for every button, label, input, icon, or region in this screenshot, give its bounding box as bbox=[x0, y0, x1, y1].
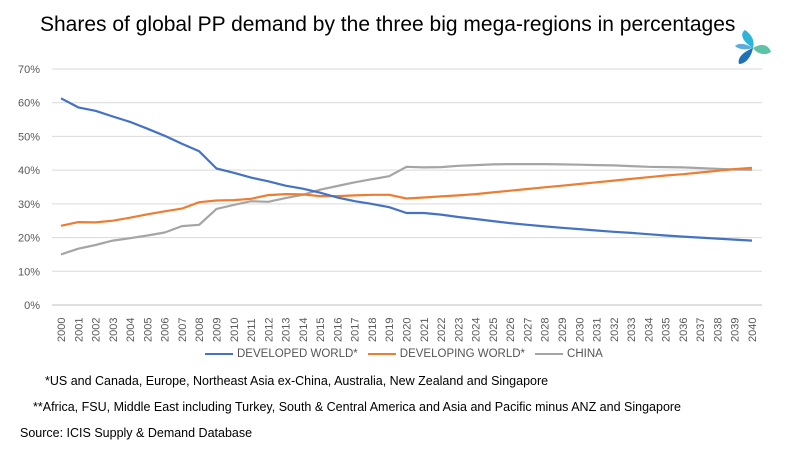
footnote-developing: **Africa, FSU, Middle East including Tur… bbox=[33, 400, 682, 414]
legend-swatch-china bbox=[535, 353, 564, 355]
x-tick-label: 2018 bbox=[367, 318, 379, 342]
x-tick-label: 2011 bbox=[246, 318, 258, 342]
grid-lines bbox=[52, 68, 762, 306]
source-note: Source: ICIS Supply & Demand Database bbox=[20, 426, 253, 440]
x-tick-label: 2001 bbox=[73, 318, 85, 342]
x-tick-label: 2016 bbox=[332, 318, 344, 342]
x-tick-label: 2007 bbox=[177, 318, 189, 342]
x-tick-label: 2010 bbox=[229, 318, 241, 342]
legend-swatch-developed bbox=[205, 353, 233, 355]
y-tick-label: 20% bbox=[18, 233, 40, 245]
series-line-developed-world bbox=[60, 97, 753, 242]
y-axis-ticks: 0% 10% 20% 30% 40% 50% 60% 70% bbox=[18, 64, 40, 312]
x-tick-label: 2026 bbox=[505, 318, 517, 342]
legend-label-developed: DEVELOPED WORLD* bbox=[237, 348, 358, 360]
legend: DEVELOPED WORLD* DEVELOPING WORLD* CHINA bbox=[205, 348, 613, 360]
y-tick-label: 30% bbox=[18, 199, 40, 211]
footnote-developed: *US and Canada, Europe, Northeast Asia e… bbox=[45, 374, 549, 388]
y-tick-label: 50% bbox=[18, 131, 40, 143]
x-axis-ticks: 2000 2001 2002 2003 2004 2005 2006 2007 2008 2009… bbox=[56, 318, 759, 342]
y-tick-label: 0% bbox=[24, 300, 40, 312]
x-tick-label: 2012 bbox=[263, 318, 275, 342]
x-tick-label: 2033 bbox=[626, 318, 638, 342]
legend-label-developing: DEVELOPING WORLD* bbox=[399, 348, 526, 360]
x-tick-label: 2021 bbox=[419, 318, 431, 342]
x-tick-label: 2034 bbox=[643, 318, 655, 342]
x-tick-label: 2002 bbox=[91, 318, 103, 342]
x-tick-label: 2032 bbox=[609, 318, 621, 342]
series-lines bbox=[60, 97, 753, 256]
x-tick-label: 2025 bbox=[488, 318, 500, 342]
x-tick-label: 2038 bbox=[712, 318, 724, 342]
icis-logo-icon bbox=[735, 30, 771, 64]
x-tick-label: 2037 bbox=[695, 318, 707, 342]
x-tick-label: 2024 bbox=[471, 318, 483, 342]
x-tick-label: 2029 bbox=[557, 318, 569, 342]
x-tick-label: 2005 bbox=[142, 318, 154, 342]
y-tick-label: 40% bbox=[18, 165, 40, 177]
y-tick-label: 70% bbox=[18, 64, 40, 76]
legend-label-china: CHINA bbox=[567, 348, 603, 360]
legend-swatch-developing bbox=[367, 353, 396, 355]
x-tick-label: 2022 bbox=[436, 318, 448, 342]
x-tick-label: 2027 bbox=[522, 318, 534, 342]
x-tick-label: 2019 bbox=[384, 318, 396, 342]
x-tick-label: 2003 bbox=[108, 318, 120, 342]
x-tick-label: 2008 bbox=[194, 318, 206, 342]
line-chart: 0% 10% 20% 30% 40% 50% 60% 70% 2000 2001 2002 2003… bbox=[18, 64, 762, 342]
y-tick-label: 60% bbox=[18, 98, 40, 110]
x-tick-label: 2006 bbox=[160, 318, 172, 342]
x-tick-label: 2000 bbox=[56, 318, 68, 342]
x-tick-label: 2030 bbox=[574, 318, 586, 342]
x-tick-label: 2028 bbox=[540, 318, 552, 342]
y-tick-label: 10% bbox=[18, 266, 40, 278]
x-tick-label: 2035 bbox=[661, 318, 673, 342]
x-tick-label: 2013 bbox=[281, 318, 293, 342]
x-tick-label: 2039 bbox=[730, 318, 742, 342]
x-tick-label: 2017 bbox=[350, 318, 362, 342]
series-line-developing-world bbox=[60, 166, 753, 227]
legend-item-developing: DEVELOPING WORLD* bbox=[367, 348, 526, 360]
x-tick-label: 2036 bbox=[678, 318, 690, 342]
x-tick-label: 2023 bbox=[453, 318, 465, 342]
x-tick-label: 2009 bbox=[211, 318, 223, 342]
legend-item-china: CHINA bbox=[535, 348, 603, 360]
x-tick-label: 2004 bbox=[125, 318, 137, 342]
chart-title: Shares of global PP demand by the three … bbox=[40, 13, 736, 36]
x-tick-label: 2015 bbox=[315, 318, 327, 342]
legend-item-developed: DEVELOPED WORLD* bbox=[205, 348, 358, 360]
x-tick-label: 2020 bbox=[402, 318, 414, 342]
series-line-china bbox=[60, 163, 753, 256]
x-tick-label: 2040 bbox=[747, 318, 759, 342]
x-tick-label: 2031 bbox=[592, 318, 604, 342]
x-tick-label: 2014 bbox=[298, 318, 310, 342]
